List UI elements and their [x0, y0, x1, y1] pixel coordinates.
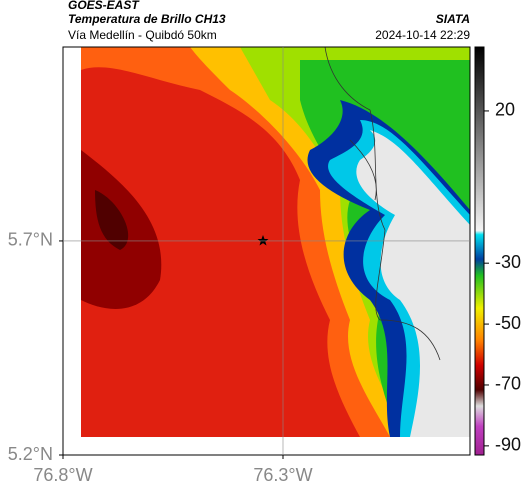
subtitle: Vía Medellín - Quibdó 50km: [68, 28, 217, 42]
location-marker: [257, 235, 269, 246]
colorbar-tick-label: -90: [495, 435, 521, 455]
agency: SIATA: [436, 12, 470, 26]
temperature-field: [81, 47, 470, 437]
colorbar-tick-label: -70: [495, 374, 521, 394]
x-tick-label: 76.8°W: [33, 465, 92, 485]
colorbar-tick-label: 20: [495, 100, 515, 120]
colorbar: [474, 46, 485, 456]
colorbar-tick-label: -30: [495, 252, 521, 272]
colorbar-tick-label: -50: [495, 313, 521, 333]
source: GOES-EAST: [68, 0, 140, 12]
title: Temperatura de Brillo CH13: [68, 12, 226, 26]
datetime: 2024-10-14 22:29: [375, 28, 470, 42]
y-tick-label: 5.2°N: [8, 444, 53, 464]
map-frame: [62, 46, 471, 456]
y-tick-label: 5.7°N: [8, 230, 53, 250]
x-tick-label: 76.3°W: [253, 465, 312, 485]
